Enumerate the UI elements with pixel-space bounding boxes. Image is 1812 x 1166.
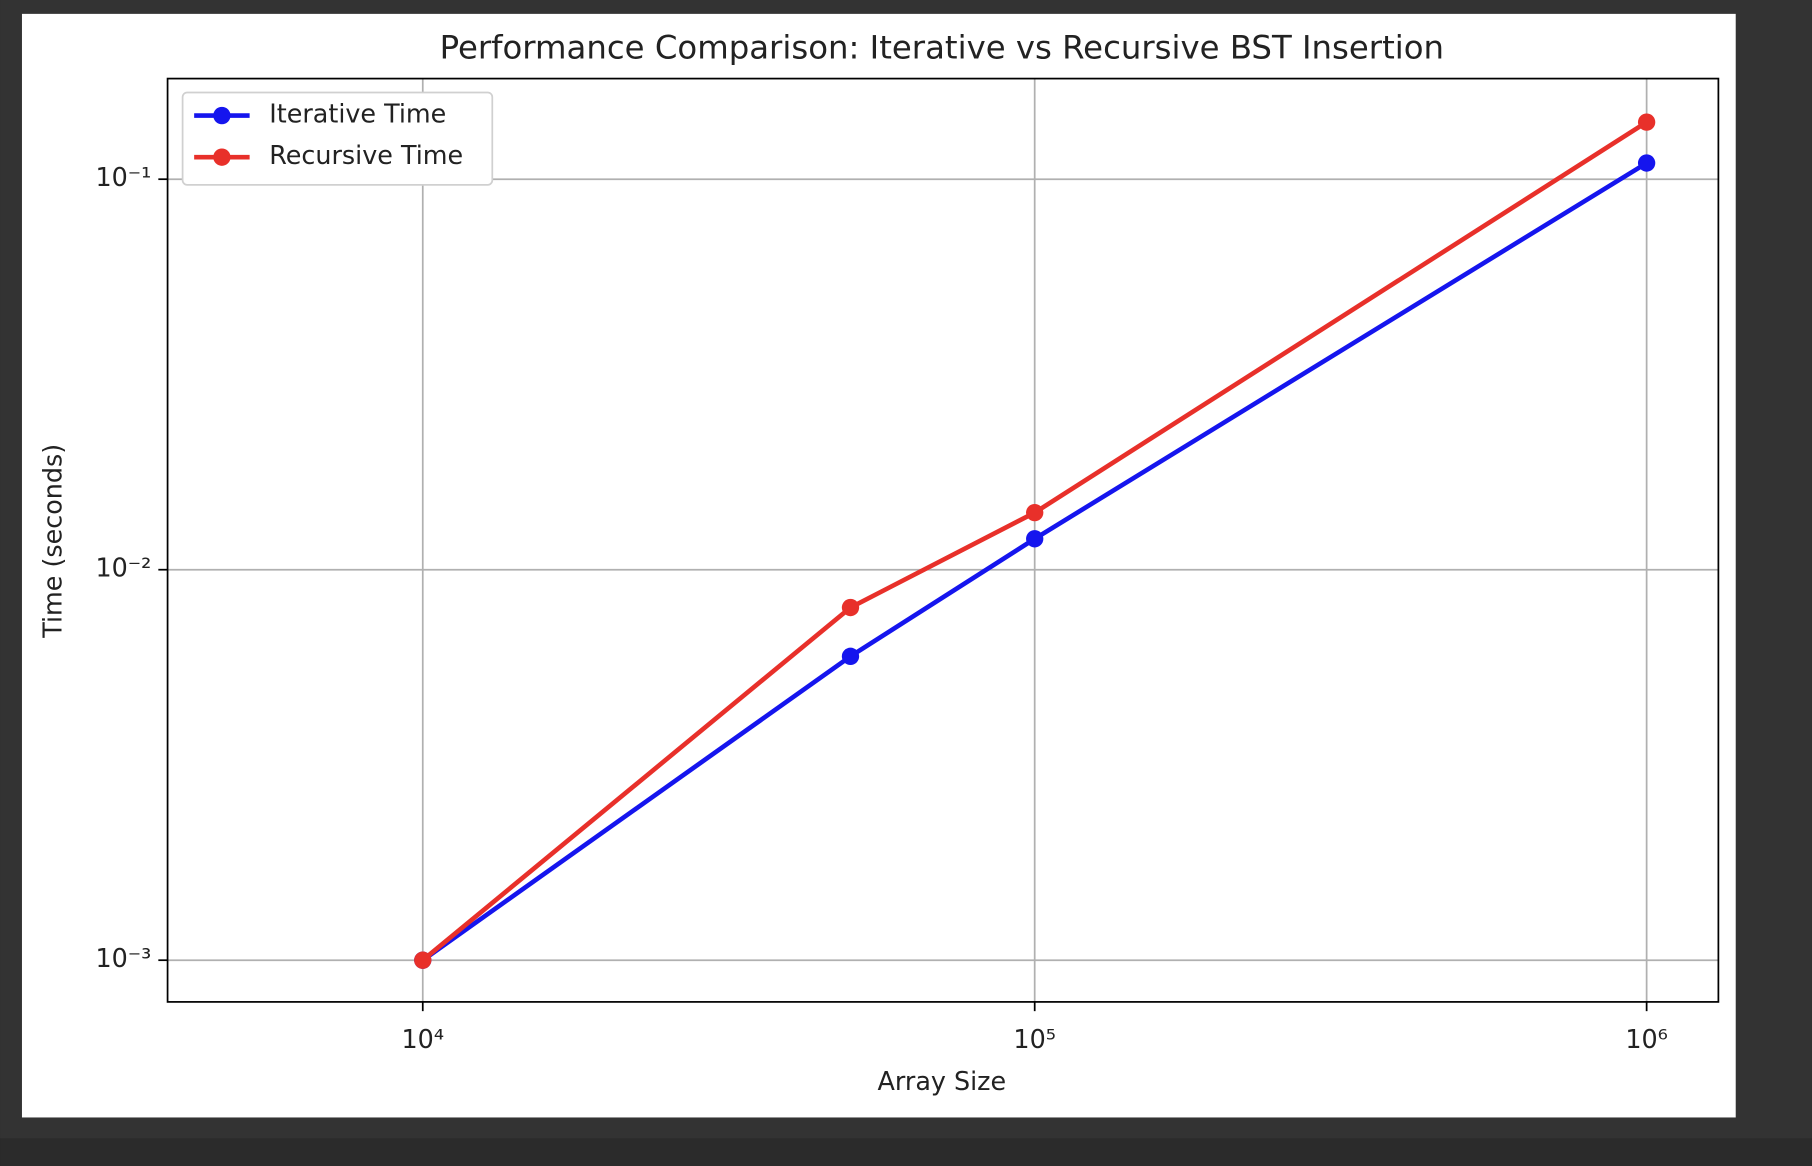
- legend-box: [181, 91, 494, 186]
- footer-strip: [0, 1138, 1812, 1166]
- x-tick-label: 10⁶: [1625, 1024, 1668, 1054]
- legend-marker: [213, 148, 231, 166]
- y-tick-label: 10⁻²: [95, 553, 151, 583]
- data-point: [1026, 503, 1044, 522]
- x-axis-label: Array Size: [877, 1066, 1006, 1096]
- data-point: [1637, 154, 1656, 172]
- data-point: [841, 647, 860, 666]
- y-tick-label: 10⁻¹: [95, 162, 151, 192]
- y-axis-label: Time (seconds): [37, 444, 67, 639]
- legend-marker: [213, 106, 231, 125]
- figure-panel: [21, 13, 1736, 1118]
- plot-frame: [166, 77, 1720, 1003]
- x-tick-label: 10⁵: [1013, 1024, 1056, 1054]
- chart-title: Performance Comparison: Iterative vs Rec…: [440, 29, 1444, 67]
- data-point: [414, 951, 432, 969]
- x-tick-label: 10⁴: [402, 1024, 445, 1054]
- legend: Iterative Time Recursive Time: [181, 91, 494, 186]
- data-point: [1637, 113, 1656, 131]
- legend-label: Recursive Time: [269, 140, 463, 170]
- y-tick-label: 10⁻³: [95, 943, 151, 973]
- series-line: [421, 120, 1648, 962]
- series-line: [421, 161, 1648, 963]
- legend-label: Iterative Time: [269, 99, 446, 129]
- data-point: [841, 598, 860, 617]
- data-point: [1026, 530, 1044, 548]
